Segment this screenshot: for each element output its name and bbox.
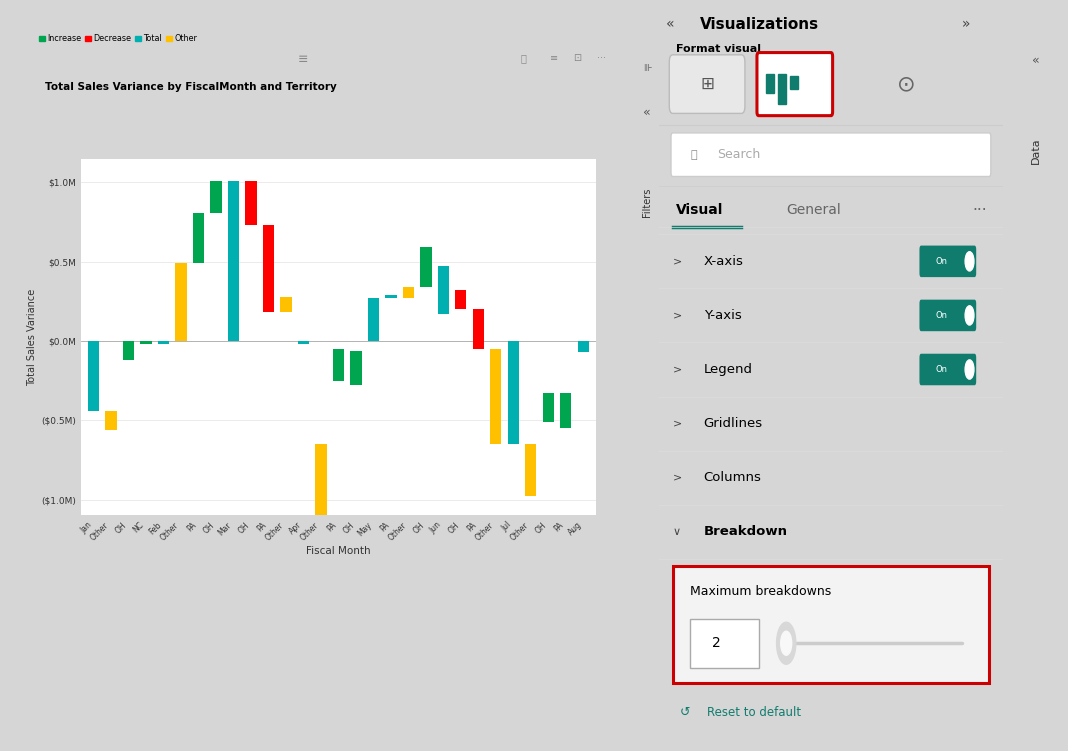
- Text: ∨: ∨: [673, 526, 680, 537]
- Text: ∨: ∨: [748, 650, 753, 659]
- Text: Breakdown: Breakdown: [704, 525, 788, 538]
- Text: Total Sales Variance by FiscalMonth and Territory: Total Sales Variance by FiscalMonth and …: [45, 82, 337, 92]
- Bar: [175, 264, 187, 341]
- FancyBboxPatch shape: [673, 566, 989, 683]
- FancyBboxPatch shape: [690, 619, 758, 668]
- Text: Reset to default: Reset to default: [707, 706, 801, 719]
- Bar: [298, 341, 309, 344]
- Bar: [455, 290, 467, 309]
- Text: ···: ···: [972, 203, 987, 218]
- Circle shape: [776, 623, 796, 665]
- Bar: [158, 341, 169, 344]
- Text: ⊪: ⊪: [643, 62, 651, 73]
- Bar: [560, 394, 571, 428]
- Text: On: On: [936, 311, 947, 320]
- Text: >: >: [673, 364, 682, 375]
- Text: ≡: ≡: [297, 53, 308, 66]
- Text: >: >: [673, 418, 682, 429]
- Text: X-axis: X-axis: [704, 255, 743, 268]
- Text: ∧: ∧: [748, 628, 753, 637]
- Text: «: «: [643, 106, 651, 119]
- Text: ↺: ↺: [679, 706, 690, 719]
- Text: Legend: Legend: [704, 363, 753, 376]
- Bar: [578, 341, 588, 352]
- Text: Maximum breakdowns: Maximum breakdowns: [690, 585, 831, 598]
- Bar: [106, 411, 116, 430]
- FancyBboxPatch shape: [920, 354, 976, 385]
- Bar: [332, 349, 344, 381]
- FancyBboxPatch shape: [670, 55, 745, 113]
- Bar: [789, 76, 798, 89]
- Bar: [367, 298, 379, 341]
- Text: >: >: [673, 472, 682, 483]
- Text: >: >: [673, 256, 682, 267]
- Text: Search: Search: [718, 148, 760, 161]
- Text: On: On: [936, 365, 947, 374]
- Text: Y-axis: Y-axis: [704, 309, 741, 322]
- Text: »: »: [961, 17, 970, 31]
- Bar: [315, 444, 327, 547]
- Bar: [438, 267, 449, 314]
- Text: 🔍: 🔍: [690, 149, 696, 160]
- Text: Visualizations: Visualizations: [701, 17, 819, 32]
- FancyBboxPatch shape: [671, 133, 991, 176]
- Bar: [490, 349, 502, 444]
- Bar: [403, 287, 414, 298]
- Bar: [386, 295, 396, 298]
- Bar: [192, 213, 204, 264]
- Bar: [246, 181, 256, 225]
- X-axis label: Fiscal Month: Fiscal Month: [307, 546, 371, 556]
- Bar: [507, 341, 519, 444]
- Bar: [123, 341, 135, 360]
- Bar: [227, 181, 239, 341]
- Circle shape: [965, 360, 974, 379]
- Text: On: On: [936, 257, 947, 266]
- Text: Columns: Columns: [704, 471, 761, 484]
- Text: ⊙: ⊙: [897, 74, 916, 94]
- Text: 2: 2: [711, 636, 721, 650]
- Text: ···: ···: [597, 53, 606, 63]
- Circle shape: [965, 306, 974, 325]
- Text: Visual: Visual: [676, 204, 723, 217]
- Text: Data: Data: [1031, 137, 1040, 164]
- Bar: [473, 309, 484, 349]
- Bar: [543, 394, 554, 422]
- Bar: [210, 181, 221, 213]
- Text: ⊞: ⊞: [701, 75, 714, 93]
- Bar: [350, 351, 362, 385]
- Text: «: «: [1032, 53, 1039, 67]
- Text: ≡: ≡: [550, 53, 557, 63]
- Circle shape: [781, 631, 791, 655]
- Bar: [140, 341, 152, 344]
- Text: ⊡: ⊡: [574, 53, 582, 63]
- FancyBboxPatch shape: [920, 246, 976, 277]
- Text: Format visual: Format visual: [676, 44, 761, 54]
- Bar: [280, 297, 292, 312]
- Y-axis label: Total Sales Variance: Total Sales Variance: [28, 288, 37, 386]
- FancyBboxPatch shape: [920, 300, 976, 331]
- Text: General: General: [786, 204, 841, 217]
- Bar: [263, 225, 274, 312]
- Text: Filters: Filters: [642, 188, 653, 218]
- Bar: [420, 247, 431, 287]
- FancyBboxPatch shape: [757, 53, 833, 116]
- Circle shape: [965, 252, 974, 271]
- Bar: [778, 74, 786, 104]
- Legend: Increase, Decrease, Total, Other: Increase, Decrease, Total, Other: [35, 31, 200, 47]
- Bar: [766, 74, 774, 93]
- Text: >: >: [673, 310, 682, 321]
- Bar: [525, 444, 536, 496]
- Text: «: «: [665, 17, 674, 31]
- Text: Gridlines: Gridlines: [704, 417, 763, 430]
- Bar: [88, 341, 99, 411]
- Text: 📌: 📌: [521, 53, 527, 63]
